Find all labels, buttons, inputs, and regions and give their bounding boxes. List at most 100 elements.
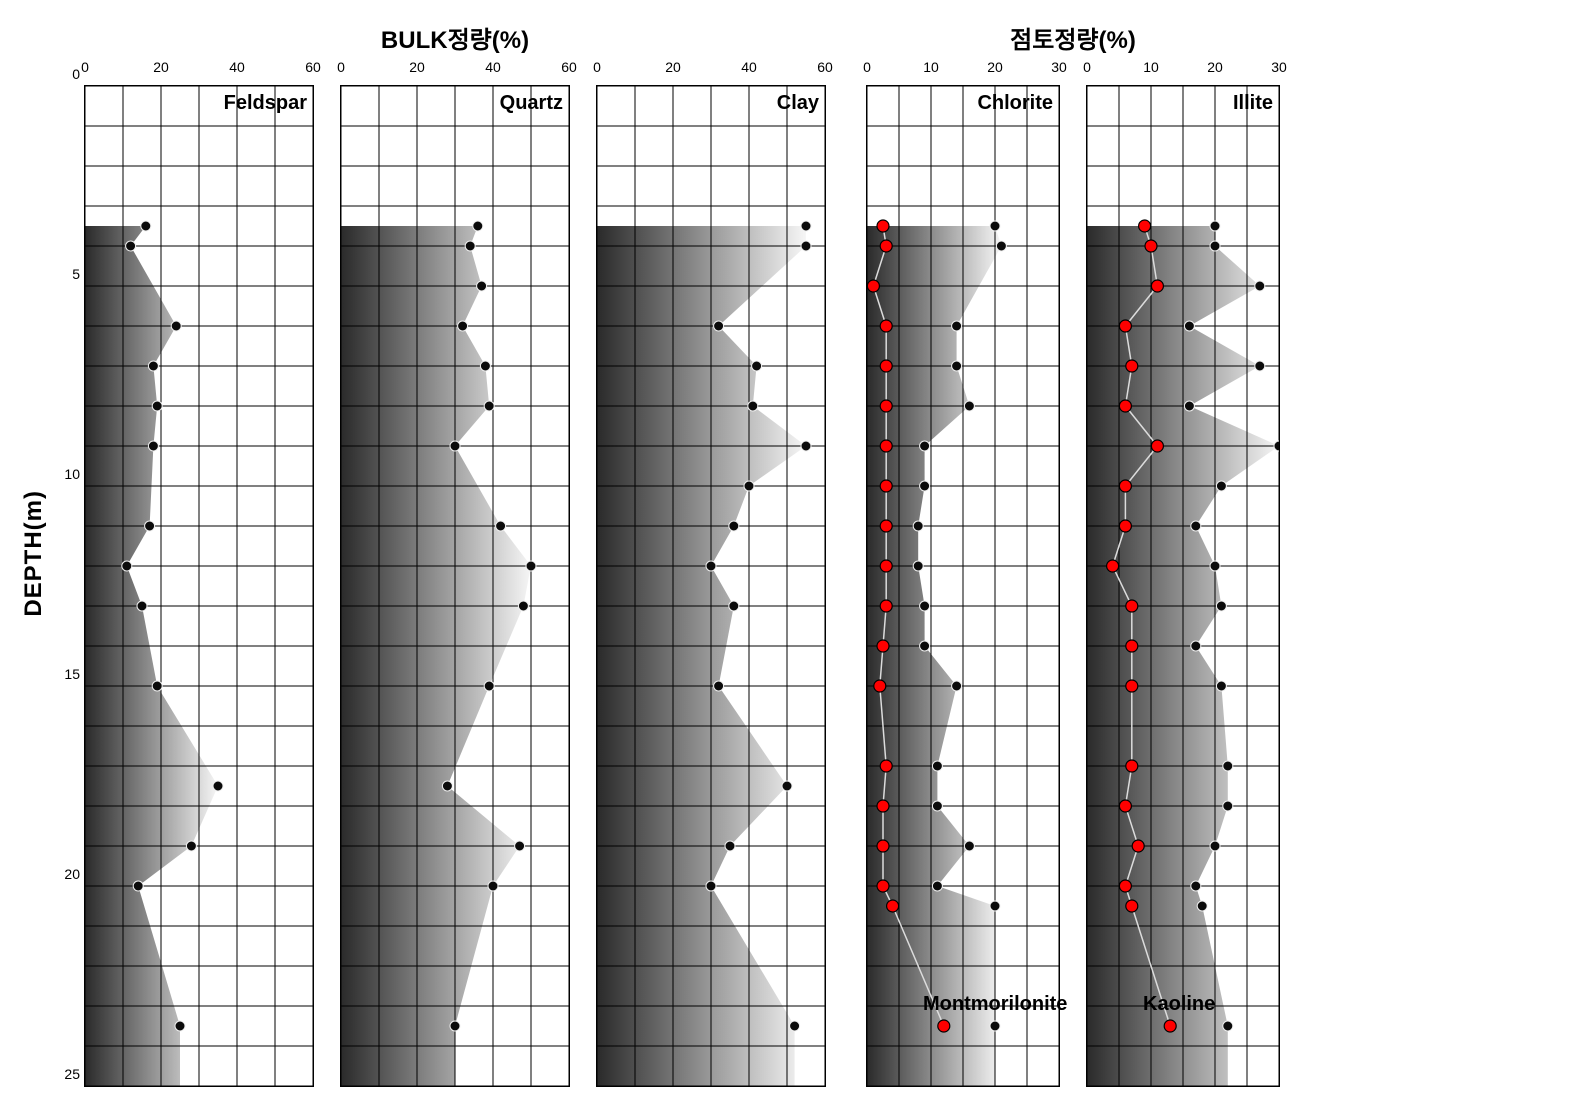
data-point (782, 781, 792, 791)
data-point-secondary (887, 900, 899, 912)
data-point (518, 601, 528, 611)
data-point-secondary (867, 280, 879, 292)
data-point-secondary (877, 220, 889, 232)
data-point (1223, 761, 1233, 771)
data-point (496, 521, 506, 531)
data-point-secondary (880, 560, 892, 572)
panel-label: Feldspar (224, 92, 307, 115)
data-point-secondary (1151, 440, 1163, 452)
x-tick: 0 (81, 59, 89, 75)
data-point-secondary (1126, 680, 1138, 692)
data-point-secondary (877, 880, 889, 892)
data-point (1255, 361, 1265, 371)
x-tick: 40 (229, 59, 245, 75)
data-point-secondary (874, 680, 886, 692)
panel-label: Illite (1233, 92, 1273, 115)
data-point-secondary (1164, 1020, 1176, 1032)
data-point (952, 681, 962, 691)
data-point (477, 281, 487, 291)
data-point-secondary (1139, 220, 1151, 232)
chart-plot: ChloriteMontmorilonite (866, 85, 1060, 1087)
x-tick: 0 (863, 59, 871, 75)
x-tick: 30 (1271, 59, 1287, 75)
panel: 0204060Clay (596, 59, 826, 1087)
data-point-secondary (1119, 880, 1131, 892)
x-tick: 10 (923, 59, 939, 75)
data-point (932, 881, 942, 891)
data-point (801, 441, 811, 451)
x-axis: 0102030 (867, 59, 1059, 85)
panel-label-secondary: Montmorilonite (923, 993, 1067, 1016)
area-fill (867, 226, 1001, 1086)
data-point (1216, 481, 1226, 491)
chart-svg (597, 86, 825, 1086)
data-point (952, 321, 962, 331)
data-point (801, 221, 811, 231)
data-point (122, 561, 132, 571)
data-point (152, 681, 162, 691)
y-tick: 15 (64, 666, 80, 682)
data-point-secondary (1151, 280, 1163, 292)
chart-svg (867, 86, 1059, 1086)
data-point (714, 321, 724, 331)
panel-row: 0204060Feldspar0204060Quartz0204060Clay (84, 59, 826, 1087)
data-point (725, 841, 735, 851)
x-tick: 60 (561, 59, 577, 75)
data-point (126, 241, 136, 251)
x-tick: 40 (741, 59, 757, 75)
data-point (790, 1021, 800, 1031)
data-point-secondary (880, 440, 892, 452)
data-point (450, 1021, 460, 1031)
data-point (920, 441, 930, 451)
chart-plot: Feldspar (84, 85, 314, 1087)
data-point-secondary (1126, 760, 1138, 772)
data-point (952, 361, 962, 371)
data-point-secondary (1119, 480, 1131, 492)
x-axis: 0204060 (85, 59, 313, 85)
x-tick: 0 (593, 59, 601, 75)
data-point (1223, 1021, 1233, 1031)
data-point (526, 561, 536, 571)
data-point-secondary (1145, 240, 1157, 252)
x-tick: 0 (337, 59, 345, 75)
data-point (171, 321, 181, 331)
data-point-secondary (880, 240, 892, 252)
data-point (913, 521, 923, 531)
chart-group: BULK정량(%)0204060Feldspar0204060Quartz020… (84, 20, 826, 1087)
data-point-secondary (880, 360, 892, 372)
x-tick: 60 (305, 59, 321, 75)
x-tick: 20 (409, 59, 425, 75)
data-point-secondary (1126, 900, 1138, 912)
data-point (1191, 521, 1201, 531)
data-point-secondary (1132, 840, 1144, 852)
data-point (964, 841, 974, 851)
data-point (748, 401, 758, 411)
y-axis: 0510152025 (50, 20, 84, 1074)
data-point (465, 241, 475, 251)
data-point (148, 441, 158, 451)
panel-label: Chlorite (977, 92, 1053, 115)
data-point (932, 801, 942, 811)
data-point (920, 481, 930, 491)
data-point (729, 601, 739, 611)
data-point (137, 601, 147, 611)
x-tick: 20 (987, 59, 1003, 75)
data-point (729, 521, 739, 531)
data-point-secondary (1126, 360, 1138, 372)
data-point-secondary (938, 1020, 950, 1032)
data-point-secondary (1107, 560, 1119, 572)
data-point (990, 221, 1000, 231)
data-point (480, 361, 490, 371)
data-point (801, 241, 811, 251)
data-point (932, 761, 942, 771)
data-point (1191, 881, 1201, 891)
x-tick: 40 (485, 59, 501, 75)
data-point-secondary (880, 480, 892, 492)
area-fill (341, 226, 531, 1086)
data-point-secondary (877, 840, 889, 852)
chart-group: 점토정량(%)0102030ChloriteMontmorilonite0102… (866, 20, 1280, 1087)
chart-groups: BULK정량(%)0204060Feldspar0204060Quartz020… (84, 20, 1280, 1087)
x-tick: 20 (665, 59, 681, 75)
data-point (484, 401, 494, 411)
x-tick: 20 (153, 59, 169, 75)
